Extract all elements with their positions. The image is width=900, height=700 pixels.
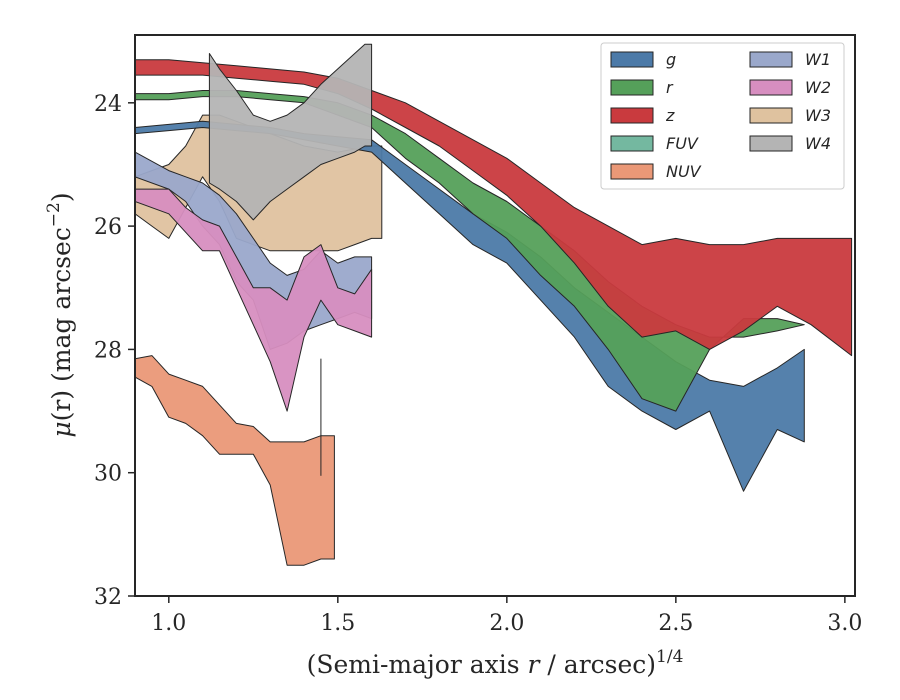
legend-label-r: r: [666, 78, 674, 97]
legend-label-g: g: [666, 50, 676, 69]
y-axis-title-sup: −2: [44, 202, 64, 227]
ticks-layer: 1.0 1.5 2.0 2.5 3.0 24 26 28 30 32: [94, 92, 862, 636]
x-axis-title: (Semi-major axis r / arcsec)1/4: [307, 647, 684, 679]
legend-label-W1: W1: [805, 50, 831, 69]
band-W2: [135, 188, 373, 412]
y-tick-label: 32: [94, 585, 122, 610]
legend-label-FUV: FUV: [666, 134, 699, 153]
legend-swatch-W3: [749, 107, 793, 124]
legend-swatch-W4: [749, 135, 793, 152]
legend: grz FUV NUV W1 W2 W3 W4: [600, 42, 845, 190]
y-axis-title-close: ): [47, 192, 76, 202]
legend-swatch-NUV: [610, 163, 654, 180]
x-tick-label: 3.0: [827, 611, 862, 636]
y-tick-label: 28: [94, 338, 122, 363]
plot-frame: [134, 34, 856, 597]
x-tick-label: 1.0: [151, 611, 186, 636]
y-tick-label: 24: [94, 92, 122, 117]
x-axis-title-var: r: [528, 650, 542, 679]
y-tick-label: 26: [94, 215, 122, 240]
x-tick-label: 2.5: [658, 611, 693, 636]
legend-swatch-W1: [749, 51, 793, 68]
y-axis-title-arg: (r): [47, 390, 76, 421]
bands-layer: [135, 43, 853, 566]
legend-swatch-W2: [749, 79, 793, 96]
x-axis-title-tail: / arcsec): [539, 650, 656, 679]
y-tick-label: 30: [94, 462, 122, 487]
x-tick-label: 2.0: [489, 611, 524, 636]
legend-swatch-g: [610, 51, 654, 68]
y-axis-title-mu: μ: [47, 421, 76, 437]
band-NUV: [135, 355, 335, 566]
legend-label-W4: W4: [805, 134, 831, 153]
x-tick-label: 1.5: [320, 611, 355, 636]
legend-swatch-FUV: [610, 135, 654, 152]
legend-label-W3: W3: [805, 106, 831, 125]
legend-swatch-z: [610, 107, 654, 124]
y-axis-title: μ(r) (mag arcsec−2): [44, 192, 76, 437]
legend-label-W2: W2: [805, 78, 831, 97]
band-W4: [208, 43, 373, 221]
x-axis-title-sup: 1/4: [656, 647, 683, 667]
legend-swatch-r: [610, 79, 654, 96]
legend-label-NUV: NUV: [666, 162, 702, 181]
legend-label-z: z: [665, 106, 675, 125]
x-axis-title-main: (Semi-major axis: [307, 650, 528, 679]
legend-items: grz FUV NUV W1 W2 W3 W4: [610, 50, 831, 181]
y-axis-title-unit: (mag arcsec: [47, 227, 76, 390]
